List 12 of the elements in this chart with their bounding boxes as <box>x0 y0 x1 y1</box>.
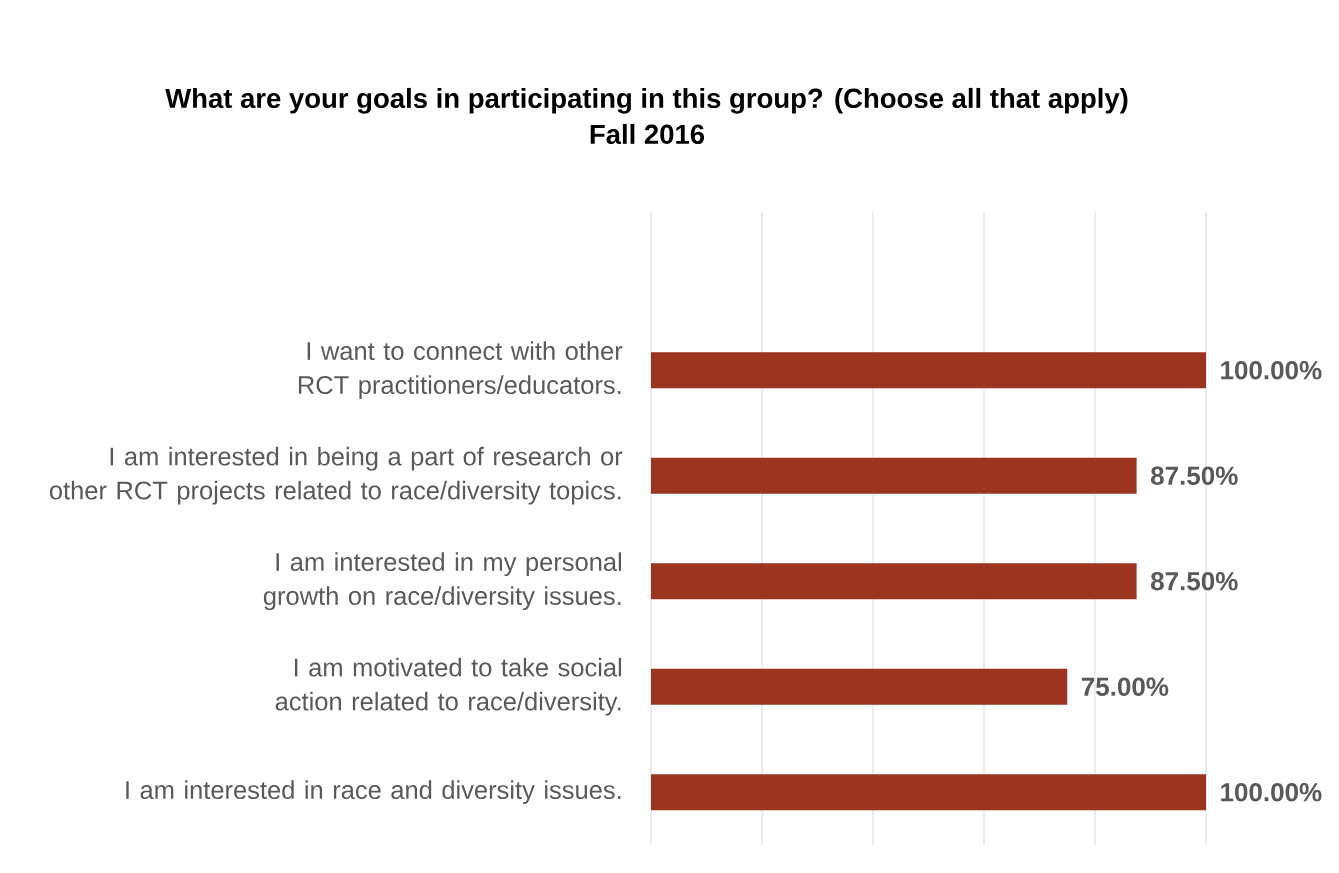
data-label: 75.00% <box>1081 677 1169 696</box>
y-tick-label: I am interested in my personal growth on race/diversity issues. <box>263 552 622 611</box>
data-label: 87.50% <box>1150 466 1238 485</box>
data-label: 87.50% <box>1150 572 1238 591</box>
chart-subtitle: Fall 2016 <box>590 123 705 145</box>
y-tick-label: I am interested in race and diversity issues. <box>126 780 621 805</box>
y-tick-label: I want to connect with other RCT practitioners/educators. <box>298 341 623 400</box>
y-tick-label: I am motivated to take social action related to race/diversity. <box>275 657 622 716</box>
chart-title: What are your goals in participating in this group? (Choose all that apply) <box>165 87 1128 114</box>
y-tick-label: I am interested in being a part of research or other RCT projects related to race/diversity topics. <box>49 446 623 505</box>
data-label: 100.00% <box>1221 361 1322 380</box>
data-label: 100.00% <box>1221 783 1322 802</box>
